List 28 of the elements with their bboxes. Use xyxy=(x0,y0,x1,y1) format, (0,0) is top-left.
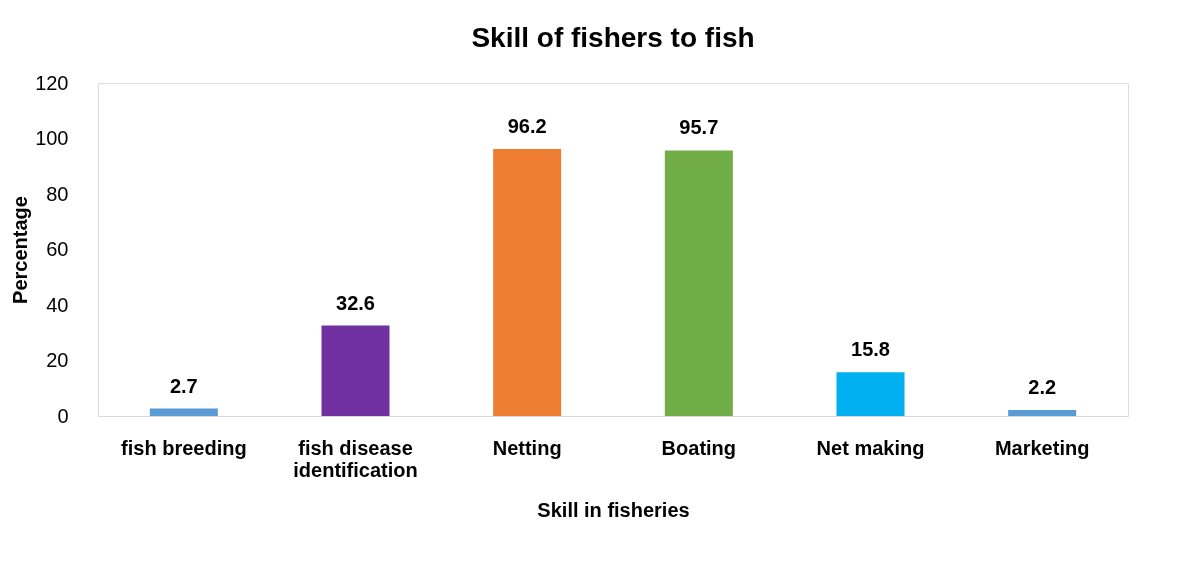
x-tick-label: fish disease identification xyxy=(293,436,418,481)
x-tick-label: Net making xyxy=(816,436,925,459)
x-tick-label: fish breeding xyxy=(121,436,247,459)
y-tick-label: 80 xyxy=(46,182,69,205)
bar xyxy=(321,325,390,416)
chart-title: Skill of fishers to fish xyxy=(471,22,755,53)
bar xyxy=(1008,409,1077,416)
y-axis-title: Percentage xyxy=(9,196,32,304)
data-label: 2.7 xyxy=(169,374,198,397)
y-tick-label: 20 xyxy=(46,349,69,371)
data-label: 95.7 xyxy=(679,116,719,139)
data-label: 96.2 xyxy=(507,115,547,138)
data-label: 32.6 xyxy=(336,291,375,314)
bar xyxy=(149,408,218,416)
x-tick-label: Netting xyxy=(492,436,562,459)
x-tick-label: Boating xyxy=(661,436,737,459)
data-label: 2.2 xyxy=(1028,375,1057,398)
bar xyxy=(664,150,733,416)
x-tick-label: Marketing xyxy=(994,436,1090,459)
data-label: 15.8 xyxy=(851,338,890,361)
y-tick-label: 40 xyxy=(46,293,69,316)
y-tick-label: 60 xyxy=(46,238,69,260)
bar xyxy=(836,372,905,416)
y-tick-label: 100 xyxy=(35,127,69,149)
x-axis-title: Skill in fisheries xyxy=(537,498,690,521)
y-tick-label: 120 xyxy=(35,71,69,94)
y-tick-label: 0 xyxy=(57,404,69,427)
bar xyxy=(493,149,562,416)
